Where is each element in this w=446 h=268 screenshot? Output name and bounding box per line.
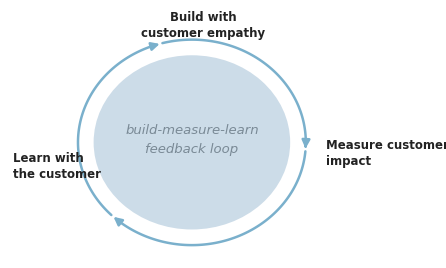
Text: Learn with
the customer: Learn with the customer: [13, 152, 101, 181]
Text: Build with
customer empathy: Build with customer empathy: [141, 11, 265, 40]
Text: Measure customer
impact: Measure customer impact: [326, 139, 446, 168]
Ellipse shape: [94, 55, 290, 229]
Text: build-measure-learn
feedback loop: build-measure-learn feedback loop: [125, 124, 259, 156]
